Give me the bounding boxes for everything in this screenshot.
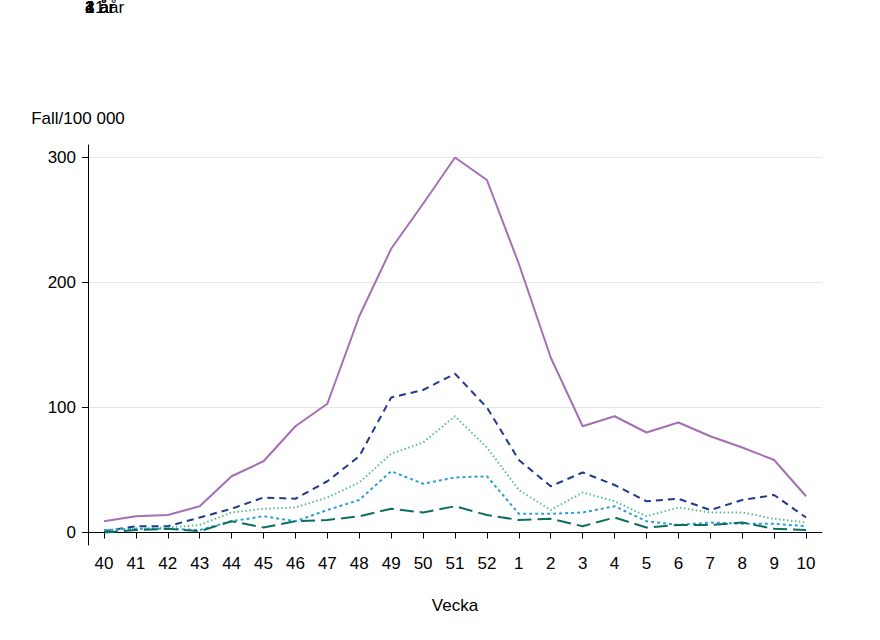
svg-text:Fall/100 000: Fall/100 000	[31, 109, 125, 128]
svg-text:200: 200	[48, 273, 76, 292]
svg-text:100: 100	[48, 398, 76, 417]
svg-text:7: 7	[706, 554, 715, 573]
svg-text:1: 1	[514, 554, 523, 573]
svg-text:45: 45	[254, 554, 273, 573]
svg-text:3 år: 3 år	[85, 0, 115, 17]
svg-text:9: 9	[769, 554, 778, 573]
svg-text:2 år: 2 år	[85, 0, 115, 17]
svg-text:49: 49	[382, 554, 401, 573]
svg-text:47: 47	[318, 554, 337, 573]
svg-text:2: 2	[546, 554, 555, 573]
svg-text:4 år: 4 år	[85, 0, 115, 17]
svg-text:10: 10	[797, 554, 816, 573]
svg-text:8: 8	[737, 554, 746, 573]
svg-text:44: 44	[222, 554, 241, 573]
svg-text:5: 5	[642, 554, 651, 573]
svg-text:6: 6	[674, 554, 683, 573]
svg-text:40: 40	[94, 554, 113, 573]
svg-text:0: 0	[67, 523, 76, 542]
svg-text:1 år: 1 år	[85, 0, 115, 17]
svg-text:46: 46	[286, 554, 305, 573]
svg-text:42: 42	[158, 554, 177, 573]
svg-text:50: 50	[414, 554, 433, 573]
svg-text:41: 41	[126, 554, 145, 573]
svg-text:<1 år: <1 år	[85, 0, 125, 17]
svg-text:52: 52	[477, 554, 496, 573]
svg-text:43: 43	[190, 554, 209, 573]
svg-text:300: 300	[48, 148, 76, 167]
svg-text:48: 48	[350, 554, 369, 573]
svg-text:51: 51	[446, 554, 465, 573]
svg-text:4: 4	[610, 554, 619, 573]
svg-text:3: 3	[578, 554, 587, 573]
svg-text:Vecka: Vecka	[432, 596, 479, 615]
